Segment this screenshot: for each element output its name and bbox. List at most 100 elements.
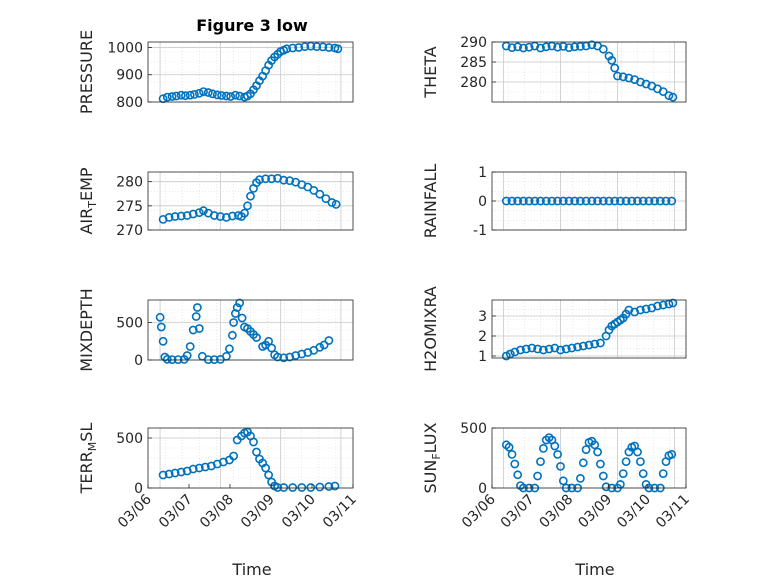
y-axis-label: MIXDEPTH [77,288,96,371]
data-point [539,443,548,453]
data-point [194,88,204,98]
data-point [235,298,244,308]
data-point [567,343,577,353]
data-point [221,212,231,222]
data-point [564,196,574,206]
data-point [252,447,261,457]
data-point [180,91,190,101]
data-point [273,483,282,492]
data-point [581,445,591,454]
data-point [249,437,258,447]
y-tick-label: 1 [478,165,487,181]
data-point [593,196,602,206]
data-point [627,196,637,206]
data-point [513,196,523,206]
data-point [209,211,219,220]
data-point [658,87,668,96]
axes-terr_msl: 0 500 TERRMSL 03/06 03/07 03/08 03/09 03/10 03/1… [77,423,360,532]
x-tick-label: 03/11 [653,492,693,532]
data-point [530,196,540,206]
data-point [315,189,325,199]
data-point [533,471,542,481]
data-point [224,344,234,354]
y-tick-label: 900 [116,68,143,84]
data-point [521,344,531,354]
data-point [644,196,654,206]
data-point [664,91,674,100]
data-point [164,212,174,222]
data-point [616,196,625,206]
data-point [624,73,634,83]
data-point [221,91,231,101]
data-point [261,174,270,184]
data-point [182,211,192,220]
data-point [288,483,298,492]
y-tick-label: 0 [478,481,487,497]
data-point [315,342,325,352]
data-point [636,457,645,466]
data-point [570,42,580,52]
x-tick-label: 03/08 [197,492,237,532]
y-tick-label: 3 [478,309,487,325]
y-tick-label: 800 [116,95,143,111]
axes-theta: 280 285 290 THETA [421,35,687,103]
y-tick-label: 0 [134,481,143,497]
data-point [544,344,554,354]
data-point [319,340,329,350]
x-tick-label: 03/06 [115,491,155,531]
data-point [513,470,523,480]
data-point [587,40,597,50]
data-point [208,89,217,99]
data-point [610,63,620,73]
data-point [570,196,580,206]
data-point [578,341,588,351]
data-point [229,318,238,327]
data-point [261,463,270,473]
data-point [176,467,186,477]
data-point [633,196,642,206]
data-point [171,91,181,101]
axes-rainfall: -1 0 1 RAINFALL [421,164,687,239]
data-point [601,482,611,492]
data-point [199,206,208,216]
y-tick-label: 280 [460,75,487,91]
data-point [194,208,204,217]
y-tick-label: 0 [134,353,143,369]
data-point [170,212,180,221]
data-point [237,313,247,323]
data-point [297,349,307,359]
x-tick-label: 03/11 [320,492,360,532]
data-point [194,463,204,473]
y-tick-label: 2 [478,329,487,345]
data-point [507,196,517,206]
data-point [621,196,631,206]
data-point [194,324,204,333]
y-tick-label: 1 [478,349,487,365]
data-point [279,175,289,185]
figure-title: Figure 3 low [196,16,308,35]
data-point [504,442,514,452]
y-tick-label: 0 [478,194,487,210]
data-point [553,449,562,459]
data-point [162,92,172,102]
data-point [324,336,334,345]
data-point [598,196,608,206]
data-point [264,470,273,480]
data-point [530,41,540,51]
y-tick-label: 270 [116,223,143,239]
data-point [199,87,208,96]
data-point [558,42,568,51]
data-point [524,42,534,52]
data-point [510,347,520,357]
data-point [550,441,560,451]
data-point [541,42,551,52]
data-point [604,196,614,206]
data-point [576,42,585,51]
x-tick-label: 03/09 [575,492,615,532]
data-point [541,196,551,206]
data-point [561,344,571,354]
data-point [624,305,634,315]
data-point [610,196,620,206]
data-point [587,196,597,206]
